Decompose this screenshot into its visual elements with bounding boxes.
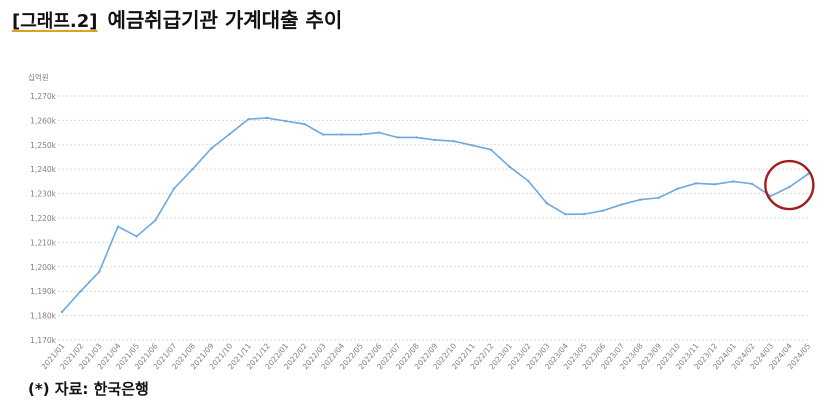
data-point	[452, 139, 455, 143]
data-point	[732, 180, 735, 183]
y-tick-label: 1,210k	[30, 238, 56, 247]
source-note: (*) 자료: 한국은행	[28, 380, 149, 398]
data-point	[657, 196, 660, 199]
data-point	[396, 136, 399, 139]
data-point	[154, 219, 157, 222]
y-tick-label: 1,190k	[30, 287, 56, 296]
data-point	[676, 187, 679, 190]
data-point	[284, 119, 287, 123]
data-point	[769, 194, 772, 198]
chart-title: [그래프.2] 예금취급기관 가계대출 추이	[12, 4, 342, 33]
data-point	[545, 202, 549, 205]
x-axis: 2021/012021/022021/032021/042021/052021/…	[40, 341, 813, 371]
data-point	[806, 172, 810, 176]
data-point	[601, 209, 605, 212]
highlight-circle	[764, 159, 815, 211]
data-point	[713, 183, 716, 186]
data-point	[620, 203, 623, 206]
grid-layer	[58, 95, 810, 341]
data-point	[116, 225, 120, 228]
data-point	[527, 179, 530, 183]
data-point	[340, 133, 343, 136]
y-axis: 1,170k 1,180k 1,190k 1,200k 1,210k 1,220k 1,23…	[30, 92, 56, 345]
data-point	[508, 165, 511, 168]
data-point	[191, 168, 194, 171]
data-point	[471, 144, 474, 147]
data-point	[583, 212, 586, 216]
data-point	[247, 117, 250, 121]
figure-title: 예금취급기관 가계대출 추이	[107, 8, 343, 32]
data-point	[265, 116, 269, 120]
y-tick-label: 1,230k	[30, 190, 56, 199]
data-point	[210, 147, 213, 150]
data-point	[377, 131, 381, 134]
data-point	[359, 133, 362, 136]
data-point	[60, 310, 64, 314]
data-point	[321, 133, 325, 136]
data-point	[433, 138, 437, 142]
y-tick-label: 1,180k	[30, 312, 56, 321]
y-axis-unit-label: 십억원	[28, 73, 49, 82]
data-point	[694, 182, 698, 185]
data-point	[303, 122, 306, 126]
data-point	[638, 198, 642, 201]
y-tick-label: 1,260k	[30, 116, 56, 125]
data-point	[750, 182, 754, 186]
data-point	[489, 148, 493, 151]
y-tick-label: 1,250k	[30, 141, 56, 150]
data-point	[415, 136, 418, 139]
data-point	[564, 213, 567, 216]
y-tick-label: 1,220k	[30, 214, 56, 223]
data-point	[135, 235, 138, 238]
y-tick-label: 1,240k	[30, 165, 56, 174]
y-tick-label: 1,170k	[30, 336, 56, 345]
y-tick-label: 1,270k	[30, 92, 56, 101]
data-point	[79, 290, 82, 293]
series-line	[61, 117, 809, 313]
y-tick-label: 1,200k	[30, 263, 56, 272]
figure-tag: [그래프.2]	[12, 11, 98, 32]
data-point	[98, 270, 101, 273]
data-point	[228, 132, 232, 136]
data-point	[788, 185, 791, 189]
data-point	[172, 187, 176, 190]
data-points	[60, 116, 810, 314]
